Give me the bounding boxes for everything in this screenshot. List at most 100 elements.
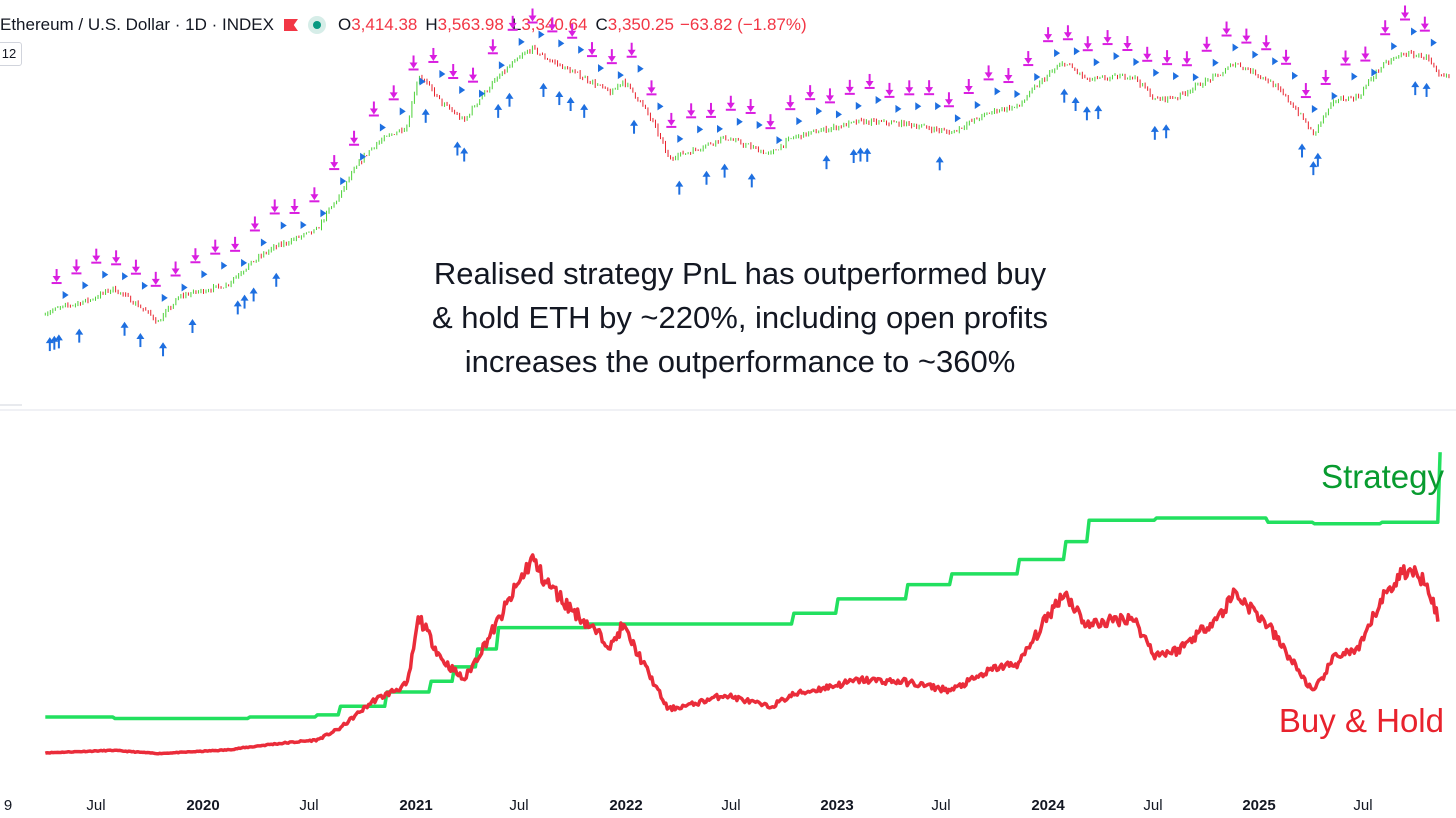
x-tick-label: Jul: [931, 797, 951, 814]
buy-arrow-head: [1094, 105, 1103, 112]
sell-signal-icon: [1142, 46, 1153, 62]
buy-arrow-head: [863, 147, 872, 154]
trade-triangle: [1371, 68, 1378, 77]
trade-triangle: [498, 61, 505, 70]
buy-arrow-head: [702, 170, 711, 177]
buy-hold-series-line: [44, 553, 1440, 756]
buy-signal-icon: [630, 119, 639, 134]
buy-signal-icon: [240, 294, 249, 309]
buy-signal-icon: [1309, 161, 1318, 176]
sell-arrow-head: [1321, 76, 1330, 83]
trade-triangle: [161, 293, 168, 302]
sell-signal-icon: [983, 65, 994, 81]
sell-signal-icon: [1201, 36, 1212, 52]
sell-arrow-head: [905, 87, 914, 94]
sell-arrow-head: [1282, 56, 1291, 63]
change-value: −63.82 (−1.87%): [679, 15, 807, 34]
buy-signal-icon: [1298, 143, 1307, 158]
buy-signal-icon: [1411, 81, 1420, 96]
buy-signal-icon: [1060, 88, 1069, 103]
sell-signal-icon: [963, 78, 974, 94]
sell-signal-icon: [666, 112, 677, 128]
sell-arrow-head: [131, 266, 140, 273]
trade-triangle: [855, 101, 862, 110]
trade-triangle: [1252, 50, 1259, 59]
sell-arrow-head: [429, 54, 438, 61]
sell-arrow-head: [568, 30, 577, 37]
trade-triangle: [419, 77, 426, 86]
sell-arrow-head: [885, 89, 894, 96]
x-tick-label: Jul: [86, 797, 106, 814]
sell-signal-icon: [487, 39, 498, 55]
high-label: H: [425, 15, 438, 34]
trade-triangle: [578, 45, 585, 54]
sell-arrow-head: [350, 137, 359, 144]
sell-signal-icon: [785, 95, 796, 111]
buy-arrow-head: [1162, 124, 1171, 131]
sell-arrow-head: [231, 243, 240, 250]
sell-arrow-head: [964, 85, 973, 92]
sell-arrow-head: [984, 72, 993, 79]
sell-signal-icon: [1400, 5, 1411, 21]
buy-arrow-head: [421, 108, 430, 115]
sell-arrow-head: [588, 49, 597, 56]
buy-signal-icon: [1422, 82, 1431, 97]
buy-arrow-head: [720, 163, 729, 170]
sell-signal-icon: [1181, 51, 1192, 67]
buy-signal-icon: [1082, 106, 1091, 121]
buy-signal-icon: [272, 272, 281, 287]
sell-signal-icon: [1062, 25, 1073, 41]
sell-signal-icon: [1281, 49, 1292, 65]
sell-arrow-head: [726, 102, 735, 109]
buy-signal-icon: [120, 321, 129, 336]
buy-arrow-head: [822, 155, 831, 162]
trade-triangle: [1073, 47, 1080, 56]
sell-arrow-head: [211, 246, 220, 253]
trade-triangle: [459, 86, 466, 95]
buy-signal-icon: [580, 103, 589, 118]
sell-arrow-head: [806, 92, 815, 99]
sell-arrow-head: [270, 206, 279, 213]
sell-signal-icon: [1023, 51, 1034, 67]
trade-triangle: [776, 136, 783, 145]
sell-signal-icon: [170, 261, 181, 277]
buy-arrow-head: [1309, 161, 1318, 168]
trade-triangle: [954, 114, 961, 123]
trade-triangle: [379, 123, 386, 132]
sell-arrow-head: [469, 74, 478, 81]
buy-arrow-head: [580, 103, 589, 110]
legend-buy-hold: Buy & Hold: [1278, 702, 1444, 739]
sell-arrow-head: [925, 87, 934, 94]
sell-signal-icon: [725, 95, 736, 111]
interval-box[interactable]: 12: [0, 42, 22, 66]
sell-signal-icon: [388, 85, 399, 101]
sell-signal-icon: [686, 103, 697, 119]
buy-signal-icon: [822, 155, 831, 170]
price-pane: [44, 5, 1450, 357]
sell-signal-icon: [1261, 35, 1272, 51]
symbol-title[interactable]: Ethereum / U.S. Dollar · 1D · INDEX: [0, 15, 274, 34]
buy-arrow-head: [1060, 88, 1069, 95]
trade-triangle: [260, 238, 267, 247]
buy-arrow-head: [935, 156, 944, 163]
trade-triangle: [915, 102, 922, 111]
buy-arrow-head: [272, 272, 281, 279]
flag-icon[interactable]: [283, 19, 298, 31]
sell-arrow-head: [706, 109, 715, 116]
strategy-series-line: [45, 452, 1442, 721]
sell-signal-icon: [606, 49, 617, 65]
sell-arrow-head: [1341, 57, 1350, 64]
sell-arrow-head: [1004, 75, 1013, 82]
trade-triangle: [320, 209, 327, 218]
sell-signal-icon: [210, 239, 221, 255]
trade-triangle: [736, 117, 743, 126]
sell-arrow-head: [1381, 27, 1390, 34]
x-tick-label: 2024: [1031, 797, 1065, 814]
sell-arrow-head: [1083, 43, 1092, 50]
trade-triangle: [1331, 91, 1338, 100]
buy-arrow-head: [159, 342, 168, 349]
x-tick-label: 2023: [820, 797, 854, 814]
sell-signal-icon: [1300, 83, 1311, 99]
trade-triangle: [598, 64, 605, 73]
trade-triangle: [875, 95, 882, 104]
